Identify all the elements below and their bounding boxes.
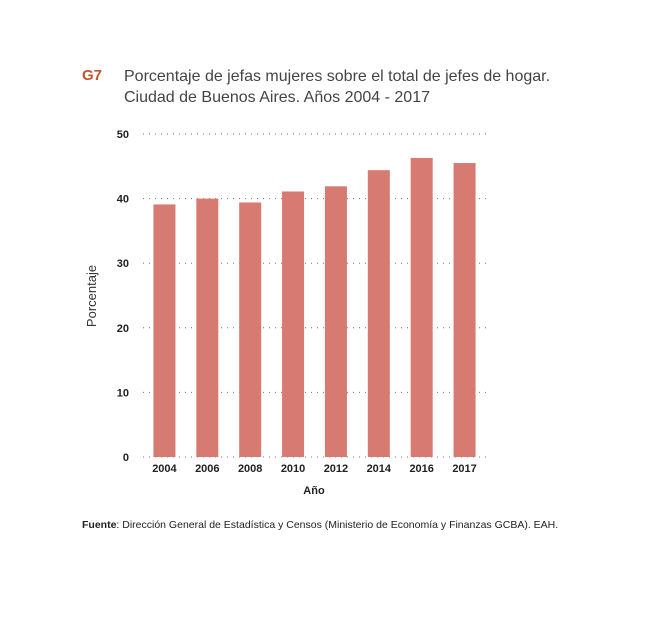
chart-title-line1: Porcentaje de jefas mujeres sobre el tot… [124, 68, 551, 85]
x-tick-label: 2004 [152, 463, 177, 475]
figure-label: G7 [82, 67, 103, 84]
y-axis-ticks: 0 10 20 30 40 50 [117, 129, 129, 464]
x-tick-label: 2008 [238, 463, 262, 475]
bar-2016 [410, 157, 433, 458]
bar-2004 [153, 204, 176, 457]
x-tick-label: 2006 [195, 463, 219, 475]
bar-2012 [324, 186, 347, 458]
y-tick-label: 50 [117, 129, 129, 141]
y-axis-label: Porcentaje [84, 265, 99, 327]
x-tick-label: 2012 [324, 463, 348, 475]
bar-2014 [367, 170, 390, 457]
source-label: Fuente [82, 519, 117, 531]
chart-title: Porcentaje de jefas mujeres sobre el tot… [124, 66, 550, 108]
bar-2008 [239, 202, 262, 457]
x-tick-label: 2016 [409, 463, 433, 475]
bar-2010 [282, 191, 305, 457]
x-tick-label: 2017 [452, 463, 476, 475]
source-note: Fuente: Dirección General de Estadística… [82, 519, 558, 531]
y-tick-label: 40 [117, 194, 129, 206]
bar-2017 [453, 163, 476, 457]
bar-2006 [196, 198, 219, 457]
x-axis-ticks: 2004 2006 2008 2010 2012 2014 2016 2017 [152, 463, 477, 475]
y-tick-label: 20 [117, 323, 129, 335]
y-tick-label: 30 [117, 258, 129, 270]
x-tick-label: 2010 [281, 463, 305, 475]
y-tick-label: 10 [117, 387, 129, 399]
chart-title-line2: Ciudad de Buenos Aires. Años 2004 - 2017 [124, 89, 430, 106]
y-tick-label: 0 [123, 452, 129, 464]
bars [153, 157, 476, 458]
gridlines [143, 133, 486, 458]
source-text: : Dirección General de Estadística y Cen… [116, 519, 559, 531]
x-axis-label: Año [303, 485, 325, 497]
x-tick-label: 2014 [367, 463, 392, 475]
